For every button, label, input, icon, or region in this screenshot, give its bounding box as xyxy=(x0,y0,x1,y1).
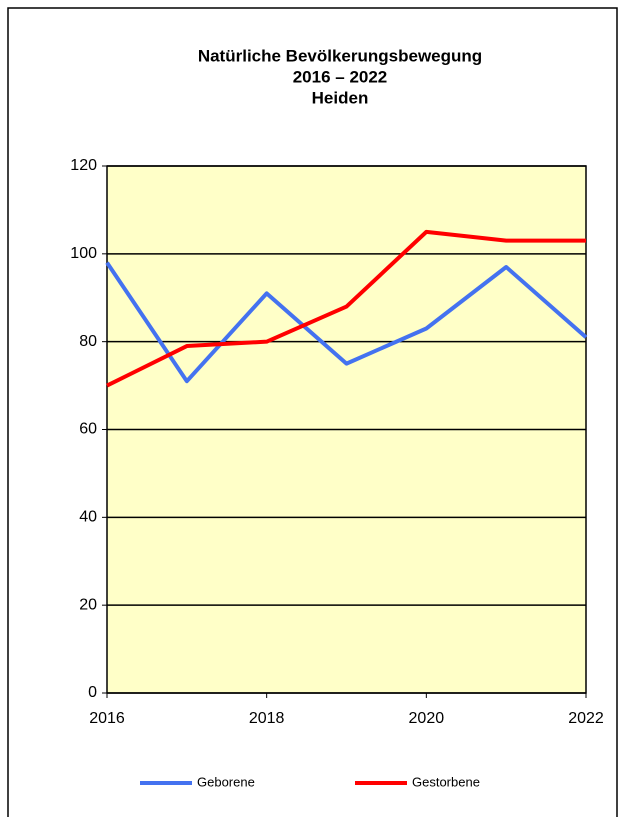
chart-title: Natürliche Bevölkerungsbewegung xyxy=(198,46,482,65)
legend-label: Geborene xyxy=(197,774,255,789)
y-tick-label: 0 xyxy=(88,684,97,701)
y-tick-label: 40 xyxy=(79,509,97,526)
chart-title: Heiden xyxy=(312,88,369,107)
x-tick-label: 2018 xyxy=(249,710,285,727)
x-tick-label: 2022 xyxy=(568,710,604,727)
chart-title: 2016 – 2022 xyxy=(293,67,388,86)
series-line xyxy=(106,229,586,388)
x-tick-label: 2016 xyxy=(89,710,125,727)
y-tick-label: 80 xyxy=(79,333,97,350)
series-line xyxy=(105,261,588,384)
y-tick-label: 100 xyxy=(70,245,97,262)
y-tick-label: 20 xyxy=(79,596,97,613)
y-tick-label: 60 xyxy=(79,421,97,438)
frame xyxy=(7,7,618,817)
y-tick-label: 120 xyxy=(70,157,97,174)
legend-label: Gestorbene xyxy=(412,774,480,789)
x-tick-label: 2020 xyxy=(409,710,445,727)
